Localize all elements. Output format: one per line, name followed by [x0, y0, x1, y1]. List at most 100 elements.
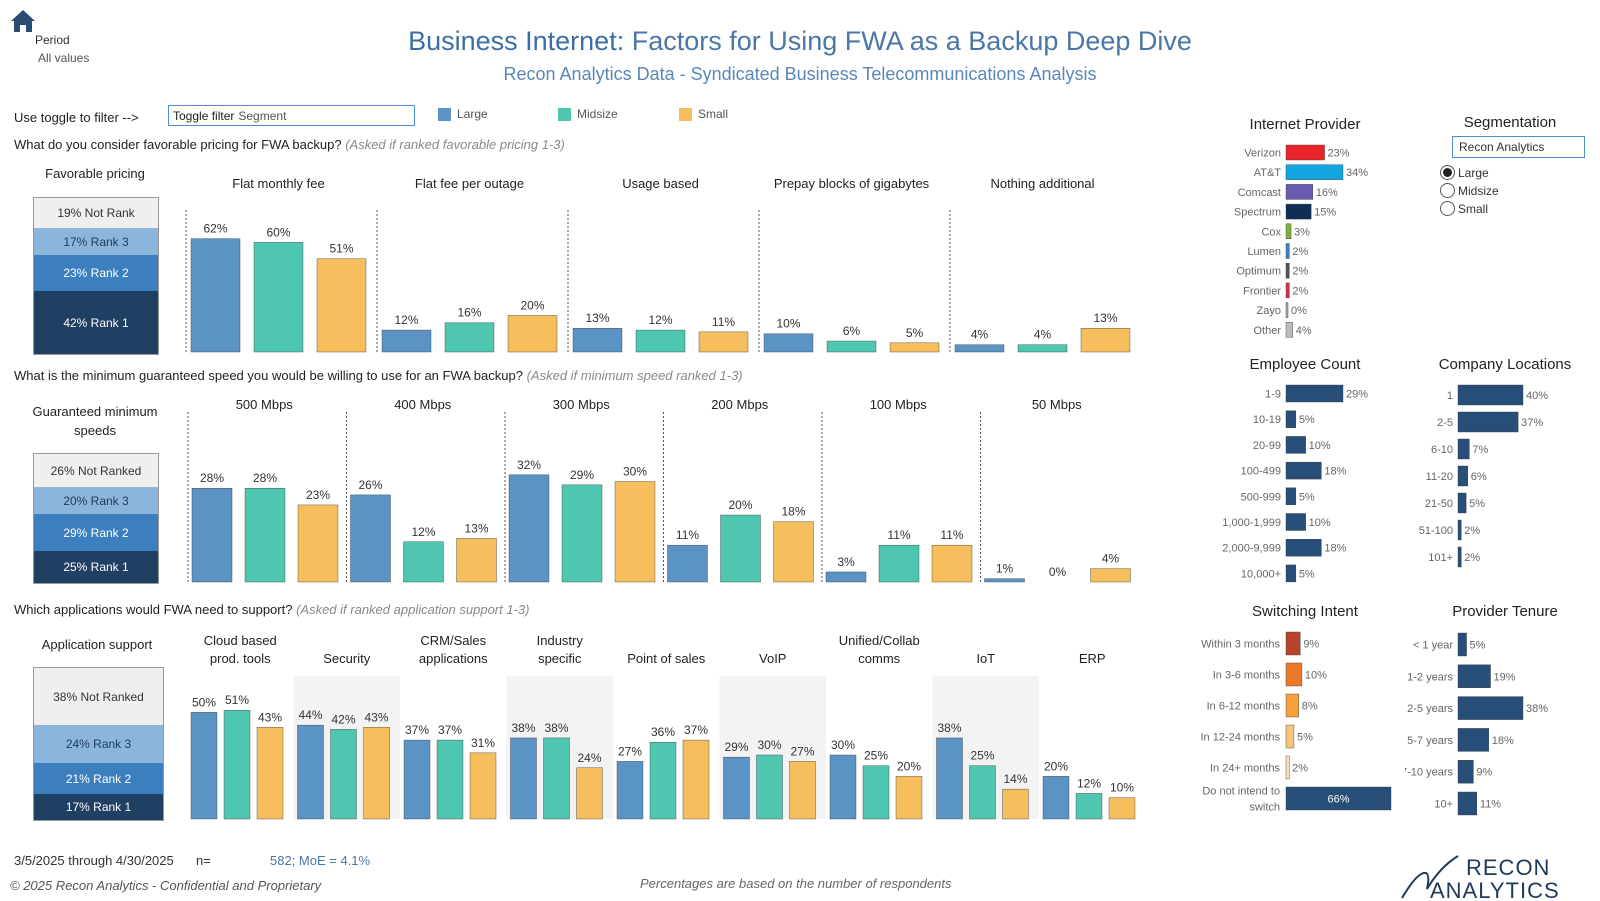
- bar[interactable]: [1285, 487, 1297, 506]
- segment-radio-large[interactable]: Large: [1440, 165, 1489, 180]
- bar[interactable]: [1285, 282, 1290, 299]
- bar[interactable]: [1457, 664, 1491, 688]
- segment-radio-midsize[interactable]: Midsize: [1440, 183, 1499, 198]
- bar-midsize[interactable]: [878, 544, 920, 583]
- bar[interactable]: [1457, 492, 1467, 514]
- bar-small[interactable]: [469, 752, 497, 820]
- bar[interactable]: [1457, 728, 1489, 752]
- toggle-filter-dropdown[interactable]: Toggle filter Segment: [168, 105, 415, 126]
- bar-small[interactable]: [1080, 328, 1131, 353]
- bar[interactable]: [1457, 546, 1462, 568]
- bar-midsize[interactable]: [756, 754, 783, 820]
- bar-large[interactable]: [829, 754, 857, 820]
- bar-small[interactable]: [576, 767, 603, 820]
- bar-small[interactable]: [456, 538, 497, 583]
- bar-small[interactable]: [895, 776, 923, 820]
- bar-midsize[interactable]: [444, 322, 495, 353]
- bar-large[interactable]: [1042, 776, 1070, 820]
- bar[interactable]: [1285, 724, 1295, 749]
- bar-midsize[interactable]: [969, 765, 996, 820]
- bar-large[interactable]: [191, 487, 233, 583]
- bar-large[interactable]: [190, 238, 241, 353]
- bar-midsize[interactable]: [635, 329, 686, 353]
- bar[interactable]: [1457, 438, 1470, 460]
- bar-small[interactable]: [698, 331, 749, 353]
- bar[interactable]: [1457, 759, 1474, 784]
- bar[interactable]: [1285, 203, 1312, 220]
- segment-radio-small[interactable]: Small: [1440, 201, 1488, 216]
- bar-large[interactable]: [825, 571, 867, 583]
- bar[interactable]: [1457, 384, 1524, 406]
- legend-large[interactable]: Large: [438, 107, 488, 121]
- bar[interactable]: [1285, 755, 1290, 780]
- segmentation-dropdown[interactable]: Recon Analytics: [1452, 136, 1585, 158]
- bar[interactable]: [1285, 786, 1392, 811]
- bar[interactable]: [1285, 164, 1344, 180]
- bar-small[interactable]: [682, 739, 710, 820]
- bar[interactable]: [1457, 696, 1524, 720]
- bar[interactable]: [1285, 513, 1306, 531]
- bar-midsize[interactable]: [561, 484, 603, 583]
- bar[interactable]: [1285, 564, 1297, 583]
- bar-midsize[interactable]: [253, 242, 304, 353]
- bar[interactable]: [1285, 302, 1289, 318]
- bar[interactable]: [1285, 461, 1322, 480]
- bar-midsize[interactable]: [223, 709, 251, 820]
- bar[interactable]: [1285, 410, 1297, 428]
- bar[interactable]: [1285, 262, 1290, 279]
- bar[interactable]: [1285, 223, 1292, 240]
- bar[interactable]: [1285, 693, 1299, 718]
- bar-midsize[interactable]: [436, 739, 464, 820]
- bar-small[interactable]: [256, 727, 284, 820]
- bar-large[interactable]: [381, 329, 432, 353]
- bar[interactable]: [1457, 791, 1478, 816]
- bar[interactable]: [1285, 436, 1306, 454]
- bar[interactable]: [1285, 322, 1293, 338]
- bar-midsize[interactable]: [330, 729, 357, 820]
- bar-midsize[interactable]: [1017, 344, 1068, 353]
- bar[interactable]: [1457, 632, 1467, 657]
- bar[interactable]: [1457, 519, 1462, 541]
- bar-large[interactable]: [936, 737, 963, 820]
- bar-midsize[interactable]: [403, 541, 444, 583]
- bar-small[interactable]: [507, 315, 558, 353]
- bar-large[interactable]: [510, 737, 537, 820]
- period-value[interactable]: All values: [38, 51, 90, 65]
- bar-large[interactable]: [954, 344, 1005, 353]
- bar[interactable]: [1285, 662, 1303, 687]
- bar-small[interactable]: [773, 521, 814, 583]
- bar-small[interactable]: [316, 258, 367, 353]
- legend-small[interactable]: Small: [679, 107, 728, 121]
- bar-small[interactable]: [1108, 797, 1136, 820]
- bar-midsize[interactable]: [649, 741, 677, 820]
- bar[interactable]: [1457, 465, 1468, 487]
- home-icon[interactable]: [10, 8, 36, 34]
- bar-small[interactable]: [1090, 568, 1131, 583]
- bar-small[interactable]: [614, 481, 656, 583]
- bar-large[interactable]: [350, 494, 391, 583]
- bar[interactable]: [1285, 384, 1344, 403]
- bar[interactable]: [1285, 144, 1325, 161]
- bar-large[interactable]: [723, 756, 750, 820]
- bar-large[interactable]: [667, 544, 708, 583]
- bar-small[interactable]: [297, 504, 339, 583]
- bar-large[interactable]: [508, 474, 550, 583]
- bar[interactable]: [1285, 538, 1322, 557]
- bar-small[interactable]: [931, 544, 973, 583]
- bar-large[interactable]: [763, 333, 814, 353]
- bar-midsize[interactable]: [826, 340, 877, 353]
- bar-small[interactable]: [1002, 788, 1029, 820]
- bar-large[interactable]: [403, 739, 431, 820]
- bar-midsize[interactable]: [720, 514, 761, 583]
- legend-midsize[interactable]: Midsize: [558, 107, 618, 121]
- bar-large[interactable]: [984, 578, 1025, 583]
- bar-large[interactable]: [297, 724, 324, 820]
- bar-small[interactable]: [889, 342, 940, 353]
- bar-large[interactable]: [190, 712, 218, 820]
- bar-midsize[interactable]: [543, 737, 570, 820]
- bar-midsize[interactable]: [244, 487, 286, 583]
- bar[interactable]: [1285, 243, 1290, 259]
- bar-midsize[interactable]: [862, 765, 890, 820]
- bar-small[interactable]: [363, 727, 390, 820]
- bar[interactable]: [1285, 631, 1301, 656]
